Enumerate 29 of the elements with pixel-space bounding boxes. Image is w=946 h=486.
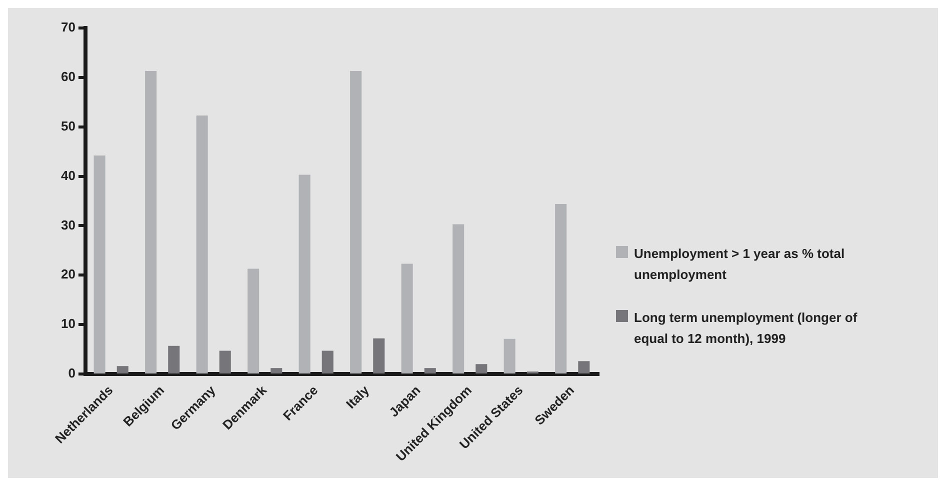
bar — [298, 174, 310, 374]
y-tick-label: 60 — [60, 69, 76, 84]
bar — [145, 71, 157, 374]
legend-label: Unemployment > 1 year as % total unemployment — [634, 245, 846, 284]
bar — [219, 350, 231, 374]
bar — [504, 338, 516, 374]
y-tick-label: 0 — [68, 366, 76, 381]
bar — [248, 268, 260, 374]
bar — [373, 338, 385, 374]
y-tick-label: 20 — [60, 266, 76, 282]
bar — [94, 156, 106, 374]
bar — [578, 361, 590, 374]
bar — [270, 368, 282, 374]
y-tick-label: 50 — [60, 118, 76, 134]
bar — [116, 366, 128, 374]
bar — [424, 368, 436, 374]
bar — [322, 350, 334, 374]
bar — [401, 264, 413, 374]
bar — [350, 71, 362, 374]
y-tick-label: 40 — [60, 168, 76, 183]
y-tick-label: 70 — [60, 20, 76, 35]
y-tick-label: 30 — [60, 217, 76, 232]
y-tick-label: 10 — [60, 316, 76, 332]
bar — [476, 364, 488, 374]
bar — [555, 204, 567, 374]
bar — [452, 224, 464, 374]
bar — [168, 346, 180, 374]
bar — [196, 115, 208, 374]
legend-label: Long term unemployment (longer of equal to 12 month), 1999 — [634, 309, 858, 348]
